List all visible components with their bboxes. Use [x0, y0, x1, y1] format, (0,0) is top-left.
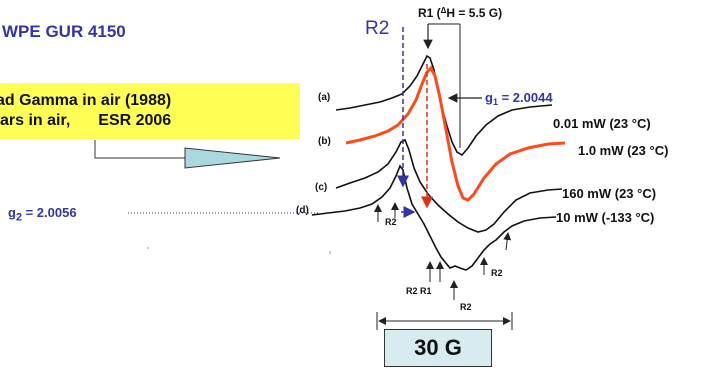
g2-subscript: 2: [15, 211, 22, 224]
note-box: ad Gamma in air (1988) ars in air, ESR 20…: [0, 83, 300, 139]
g2-label: g2 = 2.0056: [8, 205, 77, 224]
r2-d-label: R2: [385, 217, 397, 227]
r1-label: R1 (ΔH = 5.5 G): [418, 6, 502, 20]
r2-bottom-label: R2: [460, 302, 472, 312]
trace-c-label: (c): [315, 182, 327, 193]
r2-r1-label: R2 R1: [406, 286, 432, 296]
note-line-1: ad Gamma in air (1988): [0, 92, 172, 109]
note-line-2-part-a: ars in air,: [0, 112, 71, 129]
condition-a: 0.01 mW (23 °C): [553, 116, 651, 131]
note-line-2: ars in air, ESR 2006: [0, 112, 171, 130]
figure-title: WPE GUR 4150: [2, 22, 126, 41]
scale-box: 30 G: [384, 329, 492, 367]
r2-bottom-right-label: R2: [491, 268, 503, 278]
trace-b: [345, 65, 566, 202]
peak-arrow: [503, 232, 512, 251]
trace-b-label: (b): [318, 136, 331, 147]
big-arrow: [184, 147, 281, 169]
trace-d: [311, 164, 557, 271]
trace-a: [335, 54, 553, 157]
g2-value: = 2.0056: [21, 205, 77, 220]
connector-line: [94, 140, 185, 159]
trace-d-label: (d): [296, 205, 309, 216]
g1-label: g1 = 2.0044: [485, 90, 553, 107]
note-line-2-part-b: ESR 2006: [98, 112, 172, 129]
scale-label: 30 G: [414, 335, 462, 360]
condition-d: 10 mW (-133 °C): [556, 210, 654, 225]
condition-b: 1.0 mW (23 °C): [578, 143, 668, 158]
r2-top-label: R2: [365, 18, 389, 39]
g2-prefix: g: [8, 205, 16, 220]
trace-a-label: (a): [318, 92, 330, 103]
trace-c: [335, 138, 563, 233]
condition-c: 160 mW (23 °C): [562, 186, 656, 201]
